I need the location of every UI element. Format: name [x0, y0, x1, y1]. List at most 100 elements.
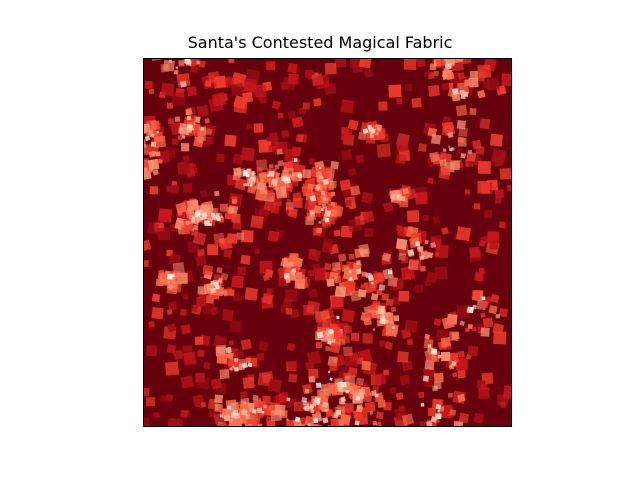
fabric-patch [427, 252, 434, 259]
fabric-patch [453, 421, 464, 426]
fabric-patch [228, 59, 235, 64]
fabric-patch [331, 261, 341, 271]
fabric-patch [241, 147, 256, 162]
fabric-patch [352, 385, 359, 392]
fabric-highlight [268, 170, 275, 177]
fabric-patch [370, 293, 379, 301]
fabric-patch [178, 60, 185, 67]
fabric-patch [231, 213, 241, 223]
fabric-patch [341, 149, 353, 161]
fabric-patch [144, 417, 151, 426]
fabric-highlight [420, 403, 425, 407]
fabric-patch [326, 382, 338, 395]
fabric-patch [231, 199, 237, 204]
fabric-patch [220, 272, 229, 281]
fabric-patch [433, 372, 444, 383]
fabric-patch [180, 409, 189, 418]
fabric-highlight [432, 385, 438, 392]
fabric-patch [236, 349, 244, 358]
fabric-highlight [331, 338, 336, 343]
fabric-highlight [325, 208, 328, 211]
fabric-highlight [283, 176, 291, 184]
fabric-highlight [447, 131, 454, 139]
fabric-patch [361, 360, 371, 371]
fabric-patch [326, 278, 335, 287]
fabric-patch [152, 169, 159, 176]
fabric-highlight [294, 416, 301, 423]
fabric-highlight [318, 220, 322, 224]
fabric-highlight [348, 270, 352, 274]
fabric-patch [268, 145, 276, 153]
fabric-patch [266, 61, 276, 71]
fabric-patch [199, 189, 208, 198]
fabric-highlight [336, 381, 343, 388]
fabric-patch [405, 83, 413, 92]
fabric-highlight [197, 209, 203, 215]
fabric-patch [175, 202, 188, 214]
fabric-patch [157, 227, 171, 241]
fabric-patch [308, 270, 315, 277]
fabric-highlight [256, 407, 263, 414]
fabric-patch [195, 255, 207, 267]
fabric-patch [395, 392, 404, 401]
fabric-patch [163, 59, 175, 72]
fabric-patch [302, 102, 310, 110]
fabric-highlight [337, 386, 343, 392]
fabric-patch [473, 203, 481, 210]
fabric-patch [450, 160, 460, 170]
fabric-patch [440, 152, 446, 158]
fabric-highlight [167, 283, 174, 289]
fabric-patch [398, 290, 410, 302]
fabric-patch [329, 342, 341, 354]
fabric-patch [196, 104, 209, 118]
fabric-patch [240, 254, 251, 265]
image-panel [143, 58, 512, 427]
fabric-highlight [430, 416, 438, 423]
fabric-highlight [232, 365, 235, 369]
fabric-patch [372, 420, 378, 426]
fabric-patch [157, 158, 163, 164]
fabric-patch [494, 189, 504, 199]
fabric-highlight [185, 220, 190, 226]
fabric-patch [464, 189, 471, 195]
fabric-patch [447, 411, 453, 417]
fabric-highlight [336, 409, 342, 415]
fabric-patch [330, 201, 336, 207]
fabric-patch [232, 153, 245, 165]
fabric-patch [460, 152, 467, 159]
fabric-patch [194, 336, 204, 346]
fabric-highlight [329, 328, 334, 334]
fabric-patch [286, 342, 295, 351]
fabric-patch [377, 399, 386, 408]
fabric-patch [325, 346, 331, 352]
fabric-patch [340, 129, 353, 141]
fabric-patch [446, 71, 455, 81]
fabric-patch [261, 293, 274, 305]
fabric-patch [464, 78, 473, 87]
fabric-patch [258, 340, 269, 352]
fabric-highlight [369, 410, 374, 415]
fabric-patch [286, 419, 294, 426]
fabric-patch [469, 107, 477, 116]
fabric-patch [309, 211, 316, 218]
fabric-patch [307, 248, 322, 262]
fabric-patch [247, 184, 257, 194]
fabric-patch [428, 407, 437, 417]
fabric-patch [399, 374, 411, 386]
fabric-patch [230, 320, 242, 333]
fabric-patch [146, 345, 158, 357]
fabric-highlight [451, 360, 457, 366]
fabric-highlight [495, 314, 500, 319]
fabric-highlight [391, 326, 395, 329]
fabric-highlight [184, 59, 191, 65]
fabric-patch [169, 418, 184, 426]
fabric-patch [339, 179, 352, 191]
fabric-patch [414, 284, 424, 294]
fabric-patch [376, 288, 383, 296]
fabric-patch [228, 340, 234, 346]
fabric-patch [147, 158, 160, 171]
fabric-patch [242, 376, 255, 389]
fabric-patch [180, 375, 194, 389]
fabric-patch [305, 216, 314, 226]
fabric-patch [315, 311, 327, 323]
